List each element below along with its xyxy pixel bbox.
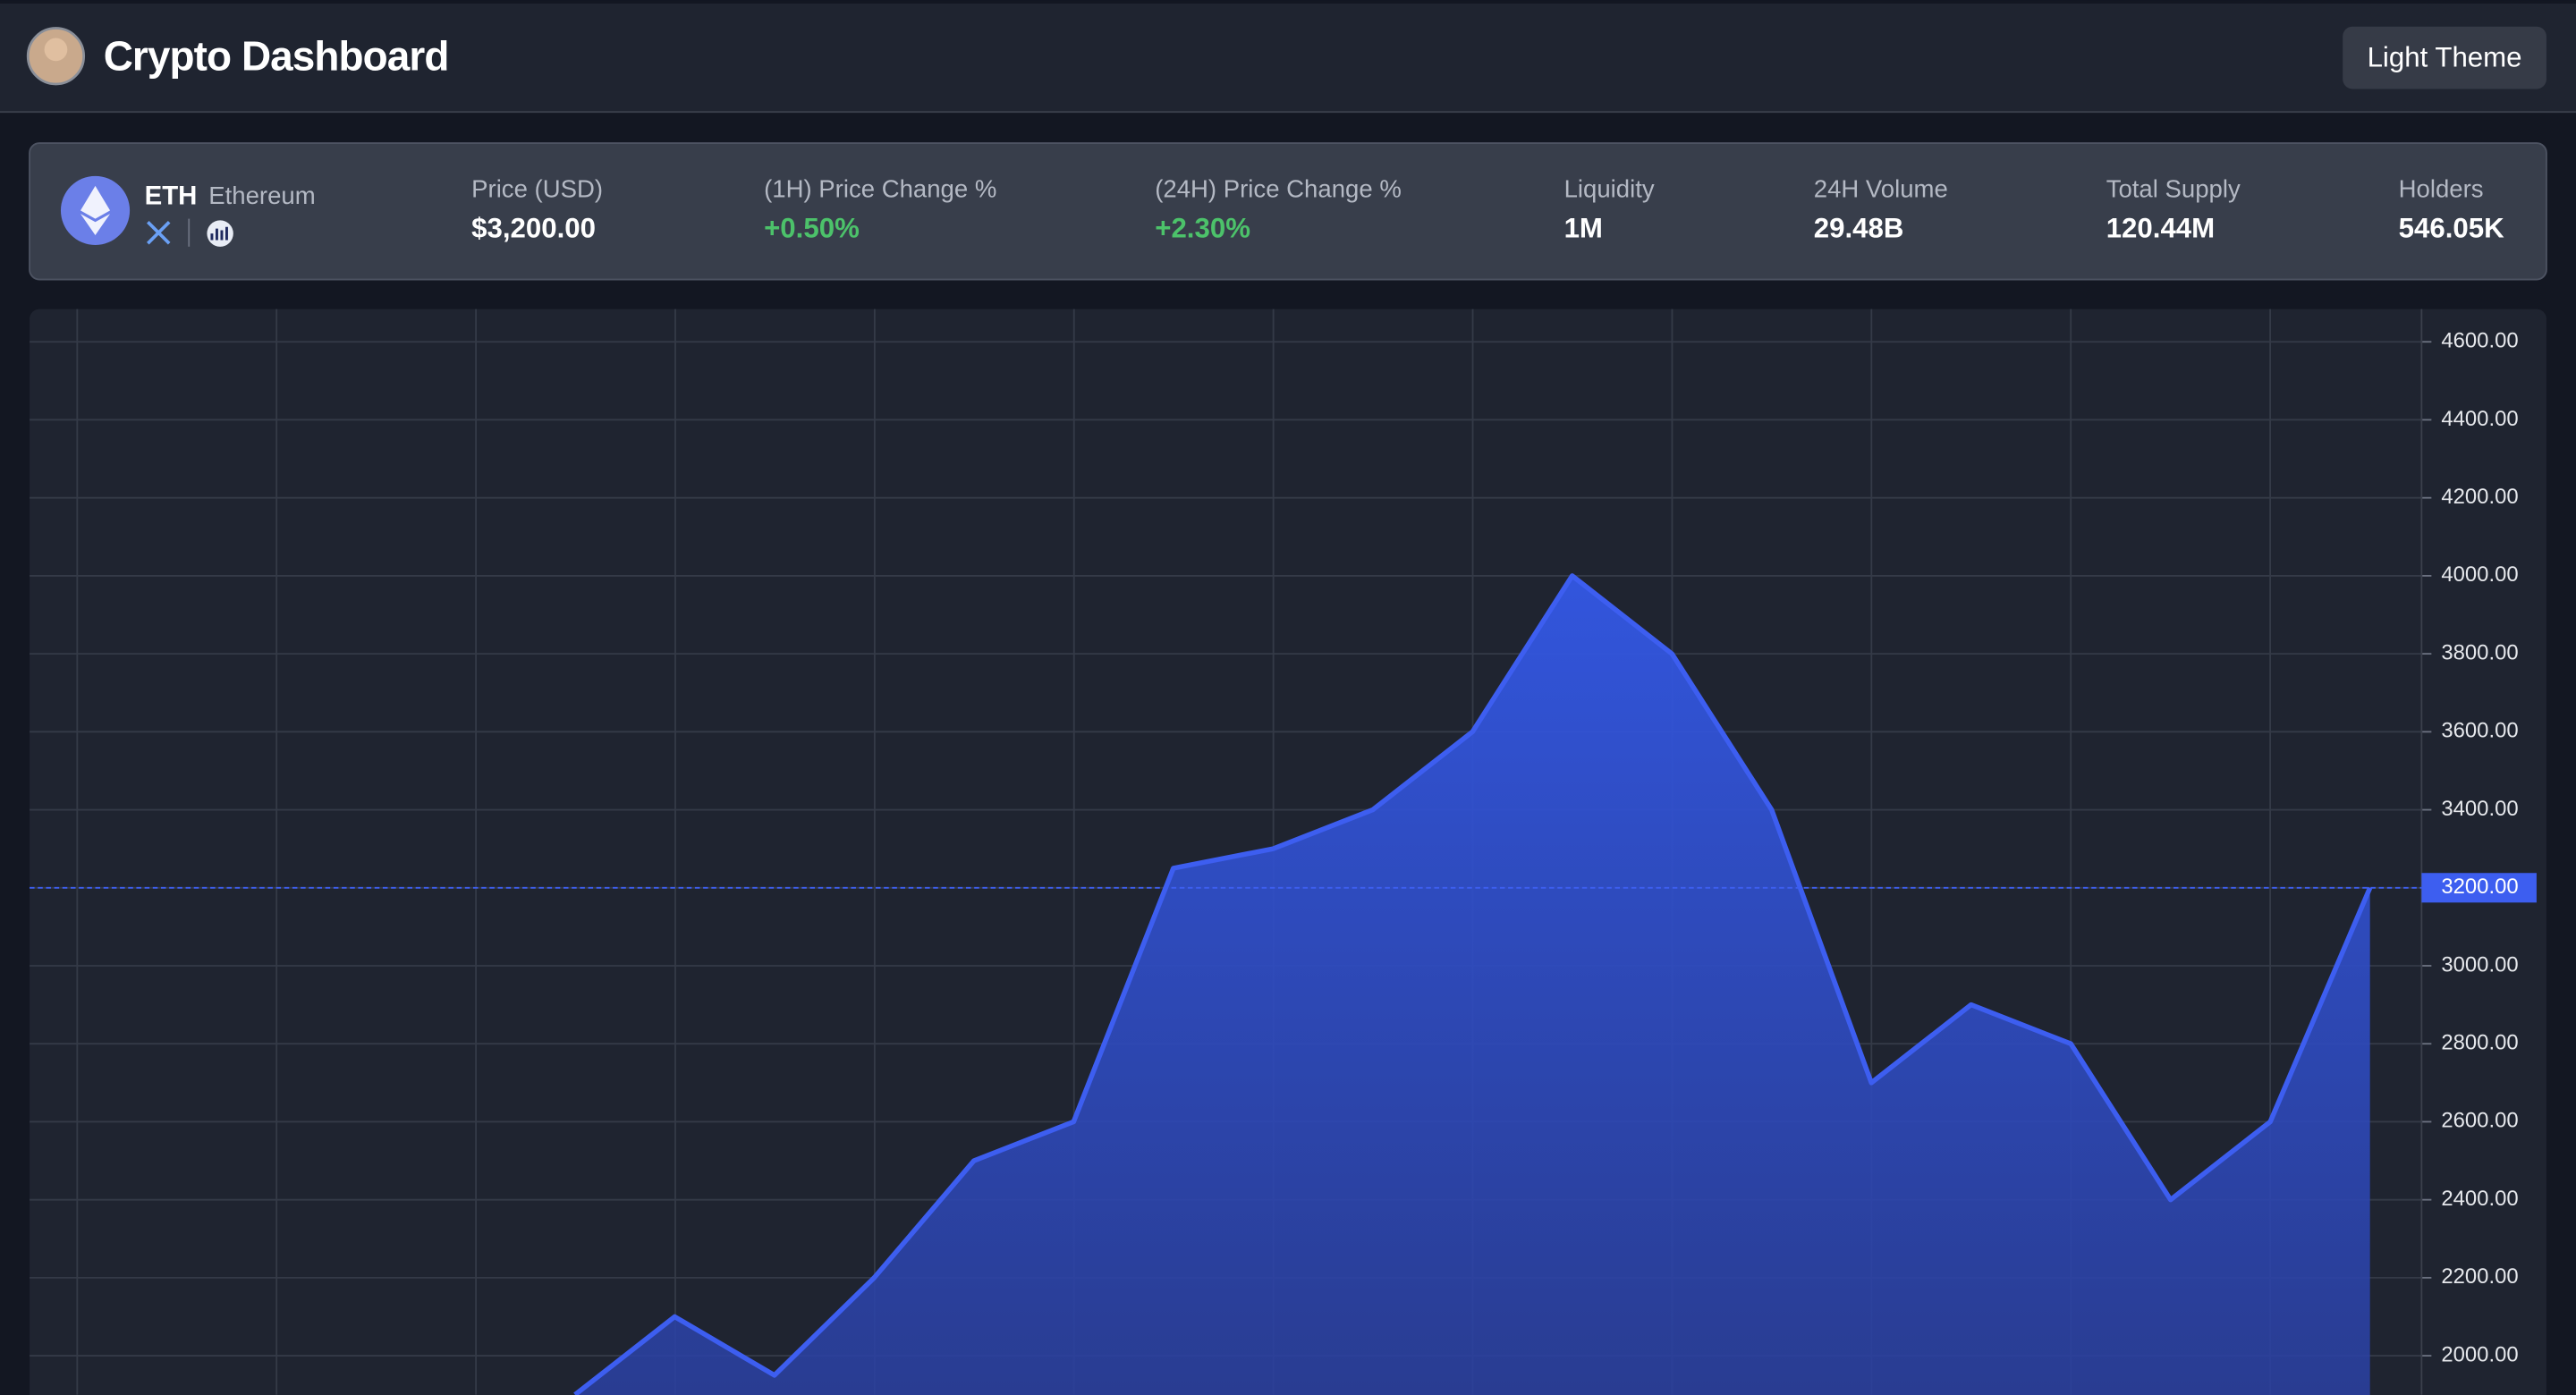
stat-value: 120.44M <box>2106 213 2216 244</box>
explorer-glyph <box>210 226 228 241</box>
y-tick-label: 4000.00 <box>2441 562 2518 587</box>
stats: Price (USD) $3,200.00 (1H) Price Change % +… <box>471 175 2504 244</box>
stat-label: Liquidity <box>1564 175 1655 203</box>
y-tick-label: 4200.00 <box>2441 485 2518 509</box>
y-tick-label: 2000.00 <box>2441 1342 2518 1366</box>
area-fill <box>574 575 2370 1395</box>
app-title: Crypto Dashboard <box>104 33 449 80</box>
stat-value: +0.50% <box>764 213 860 244</box>
token-name: Ethereum <box>208 182 315 209</box>
x-link[interactable] <box>147 220 171 245</box>
y-tick-label: 3800.00 <box>2441 640 2518 664</box>
y-tick-label: 3400.00 <box>2441 797 2518 821</box>
y-tick-label: 3600.00 <box>2441 719 2518 743</box>
stat-value: 29.48B <box>1814 213 1904 244</box>
stat-label: (1H) Price Change % <box>764 175 996 203</box>
stat-value: +2.30% <box>1155 213 1250 244</box>
y-tick-label: 2400.00 <box>2441 1187 2518 1211</box>
header-bar <box>0 3 2576 113</box>
token-symbol: ETH <box>145 181 198 210</box>
theme-button[interactable] <box>2343 26 2546 89</box>
chart: 2000.00 2200.00 2400.00 2600.00 2800.00 3000.… <box>30 309 2537 1395</box>
price-label-bg <box>2421 873 2537 903</box>
stat-label: Total Supply <box>2106 175 2241 203</box>
area-line <box>573 573 2373 1395</box>
stat-label: Holders <box>2399 175 2484 203</box>
stat-value: $3,200.00 <box>471 213 596 244</box>
stat-label: (24H) Price Change % <box>1155 175 1402 203</box>
y-tick-label: 4400.00 <box>2441 407 2518 431</box>
price-label: 3200.00 <box>2441 875 2518 899</box>
stat-value: 1M <box>1564 213 1603 244</box>
y-tick-label: 2200.00 <box>2441 1264 2518 1289</box>
theme-button-label[interactable]: Light Theme <box>2368 42 2522 73</box>
stat-label: Price (USD) <box>471 175 603 203</box>
y-tick-label: 4600.00 <box>2441 329 2518 353</box>
eth-logo <box>80 185 111 235</box>
y-tick-label: 3000.00 <box>2441 952 2518 976</box>
y-tick-label: 2600.00 <box>2441 1109 2518 1133</box>
stats-panel <box>29 142 2547 281</box>
stat-label: 24H Volume <box>1814 175 1948 203</box>
avatar-face <box>44 38 68 62</box>
y-tick-label: 2800.00 <box>2441 1031 2518 1055</box>
stat-value: 546.05K <box>2399 213 2504 244</box>
